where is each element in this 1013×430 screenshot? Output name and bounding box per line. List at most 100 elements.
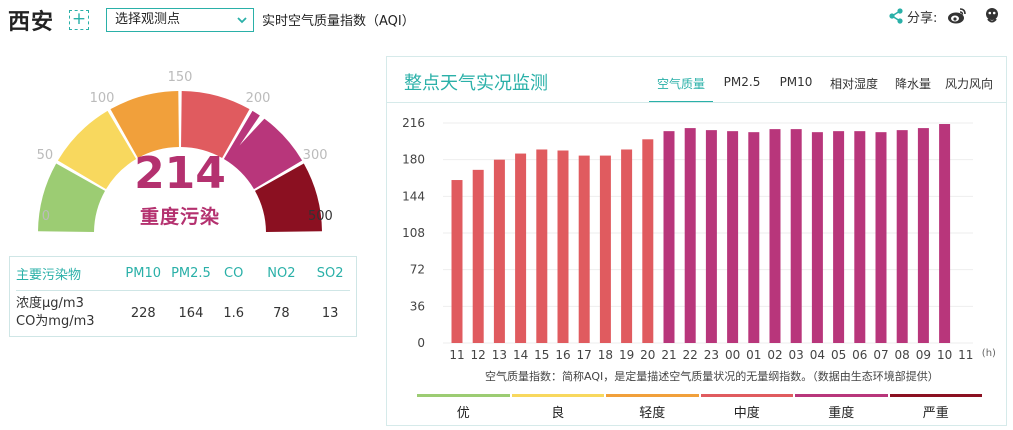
x-tick-label: 04 — [810, 348, 825, 362]
share-icon[interactable] — [888, 8, 904, 24]
aqi-bar[interactable] — [493, 159, 505, 343]
aqi-level: 重度污染 — [139, 206, 220, 228]
concentration-unit: 浓度μg/m3 CO为mg/m3 — [16, 295, 119, 331]
aqi-gauge: 0 50 100 150 200 300 500 — [37, 70, 333, 232]
pollutant-name: PM10 — [125, 266, 162, 281]
aqi-bar[interactable] — [642, 139, 654, 343]
aqi-bar[interactable] — [684, 128, 696, 343]
pollutant-header-row: 主要污染物 PM10 PM2.5 CO NO2 SO2 — [16, 257, 350, 291]
pollutant-name: CO — [224, 266, 244, 281]
aqi-bar-chart: 0 36 72 108 144 180 216 11 12 13 14 15 16 17 18 19 20 21… — [402, 116, 996, 362]
legend-swatch — [795, 394, 888, 397]
gauge-band — [181, 91, 250, 159]
aqi-bar[interactable] — [790, 129, 802, 343]
aqi-caption: 实时空气质量指数（AQI） — [262, 14, 415, 29]
aqi-bar[interactable] — [939, 124, 951, 343]
tab-wind[interactable]: 风力风向 — [944, 77, 993, 91]
y-tick-label: 144 — [402, 189, 425, 203]
legend-label: 优 — [456, 406, 470, 421]
gauge-band — [38, 163, 106, 232]
gauge-band — [223, 110, 303, 190]
aqi-bar[interactable] — [472, 169, 484, 343]
gauge-tick-label: 150 — [168, 70, 193, 85]
aqi-legend: 优 良 轻度 中度 重度 严重 — [417, 394, 984, 421]
x-tick-label: 11 — [958, 348, 973, 362]
aqi-bar[interactable] — [896, 130, 908, 343]
aqi-bar[interactable] — [833, 131, 845, 343]
aqi-bar[interactable] — [811, 132, 823, 343]
x-tick-label: 09 — [916, 348, 931, 362]
aqi-bar[interactable] — [557, 150, 569, 344]
legend-swatch — [700, 394, 793, 397]
gauge-tick-label: 500 — [308, 209, 333, 224]
tab-precipitation[interactable]: 降水量 — [894, 77, 931, 91]
pollutant-value-row: 浓度μg/m3 CO为mg/m3 228 164 1.6 78 13 — [16, 291, 350, 335]
x-tick-label: 18 — [598, 348, 613, 362]
x-tick-label: 13 — [492, 348, 507, 362]
legend-label: 重度 — [828, 406, 855, 421]
pollutant-value: 78 — [273, 305, 290, 321]
tab-divider — [387, 102, 1006, 103]
aqi-bar[interactable] — [599, 155, 611, 343]
x-tick-label: 12 — [471, 348, 486, 362]
x-tick-label: 05 — [831, 348, 846, 362]
gauge-band — [254, 163, 322, 232]
aqi-bar[interactable] — [769, 129, 781, 343]
aqi-bar[interactable] — [917, 128, 929, 343]
pollutant-name: SO2 — [316, 266, 344, 281]
gauge-tick-label: 100 — [90, 91, 115, 106]
aqi-note: 空气质量指数：简称AQI，是定量描述空气质量状况的无量纲指数。（数据由生态环境部… — [485, 370, 939, 383]
legend-item: 优 — [417, 394, 510, 421]
aqi-bar[interactable] — [515, 153, 527, 343]
x-tick-label: 19 — [619, 348, 634, 362]
gauge-tick-label: 0 — [42, 209, 50, 224]
x-unit-label: (h) — [982, 348, 996, 359]
tab-air-quality[interactable]: 空气质量 — [649, 75, 713, 103]
aqi-bar[interactable] — [663, 131, 675, 343]
add-city-button[interactable]: + — [69, 10, 89, 30]
aqi-bar[interactable] — [578, 155, 590, 343]
x-tick-label: 08 — [895, 348, 910, 362]
y-tick-label: 216 — [402, 116, 425, 130]
tab-humidity[interactable]: 相对湿度 — [829, 77, 878, 91]
y-tick-label: 72 — [410, 263, 425, 277]
pollutant-name: NO2 — [267, 266, 296, 281]
aqi-value: 214 — [134, 148, 226, 199]
weibo-icon[interactable] — [947, 7, 967, 25]
gauge-tick-label: 300 — [303, 148, 328, 163]
main-pollutant-label: 主要污染物 — [16, 268, 82, 283]
aqi-bar[interactable] — [451, 180, 463, 343]
panel-title: 整点天气实况监测 — [404, 73, 548, 94]
legend-label: 轻度 — [639, 406, 666, 421]
aqi-bar[interactable] — [854, 131, 866, 343]
metric-tabs: 空气质量 PM2.5 PM10 相对湿度 降水量 风力风向 — [649, 75, 999, 103]
legend-item: 轻度 — [606, 394, 699, 421]
gauge-tick-label: 50 — [37, 148, 54, 163]
share-bar: 分享: — [888, 6, 1001, 26]
aqi-bar[interactable] — [727, 131, 739, 343]
aqi-bar[interactable] — [536, 149, 548, 343]
pollutant-value: 1.6 — [223, 305, 245, 321]
aqi-bar[interactable] — [705, 130, 717, 343]
x-tick-label: 06 — [852, 348, 867, 362]
legend-item: 重度 — [795, 394, 888, 421]
pollutant-table: 主要污染物 PM10 PM2.5 CO NO2 SO2 浓度μg/m3 CO为m… — [9, 256, 357, 337]
station-select[interactable]: 选择观测点 — [106, 8, 254, 32]
legend-swatch — [511, 394, 604, 397]
pollutant-value: 13 — [321, 305, 339, 321]
legend-swatch — [606, 394, 699, 397]
aqi-bar[interactable] — [748, 132, 760, 343]
tab-pm10[interactable]: PM10 — [779, 75, 813, 89]
y-tick-label: 36 — [410, 299, 425, 313]
aqi-bar[interactable] — [875, 132, 887, 343]
hourly-monitor-panel: 整点天气实况监测 空气质量 PM2.5 PM10 相对湿度 降水量 风力风向 0… — [386, 56, 1007, 426]
tab-pm25[interactable]: PM2.5 — [723, 75, 761, 89]
wechat-icon[interactable] — [983, 7, 1001, 25]
aqi-bar[interactable] — [621, 149, 633, 343]
x-tick-label: 07 — [873, 348, 888, 362]
gauge-band — [110, 91, 179, 159]
unit-line: 浓度μg/m3 — [16, 296, 84, 311]
share-label: 分享: — [907, 10, 938, 26]
legend-label: 严重 — [922, 406, 949, 421]
x-tick-label: 02 — [767, 348, 782, 362]
